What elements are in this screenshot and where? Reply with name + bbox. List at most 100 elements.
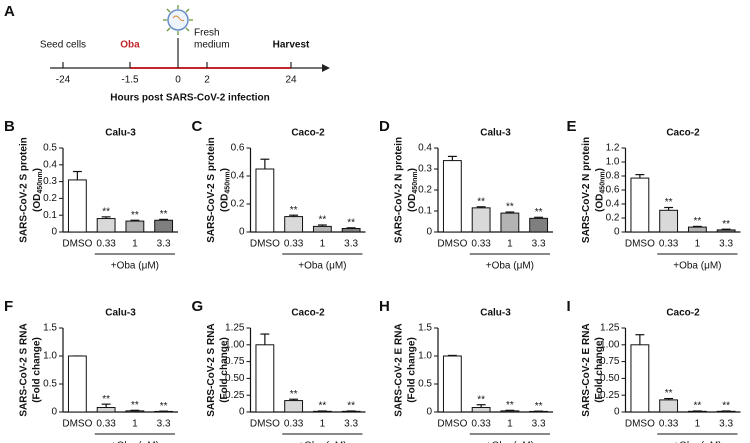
significance-label: ** [693,401,701,412]
panel-label: D [379,118,390,135]
x-tick-label: 3.3 [344,419,358,430]
time-label: 0 [175,75,181,86]
chart-title: Calu-3 [105,128,136,139]
y-axis-unit-part: ) [594,168,605,171]
bar [716,410,736,413]
y-tick-label: 0.6 [606,185,620,196]
bar [687,226,707,233]
significance-label: ** [290,205,298,216]
group-label: +Oba (μM) [673,441,721,443]
time-label: 24 [285,75,297,86]
y-tick-label: 0.4 [231,171,245,182]
event-label: Fresh [194,28,220,39]
panel-label: C [192,118,203,135]
bar [471,207,491,233]
significance-label: ** [665,197,673,208]
y-axis-label: SARS-CoV-2 S protein [19,137,30,243]
timeline-xlabel: Hours post SARS-CoV-2 infection [110,93,269,104]
x-tick-label: DMSO [250,419,280,430]
bar [341,228,361,233]
panel-label: A [4,3,15,20]
significance-label: ** [722,401,730,412]
event-label: medium [194,40,230,51]
x-tick-label: 3.3 [719,239,733,250]
x-tick-label: 0.33 [471,239,491,250]
y-axis-unit: (OD450nm) [594,168,606,212]
significance-label: ** [535,401,543,412]
y-tick-label: 0 [51,407,57,418]
significance-label: ** [318,401,326,412]
y-tick-label: 1.00 [225,339,245,350]
y-tick-label: 0 [614,227,620,238]
y-axis-unit-part: 450nm [412,171,419,193]
y-axis-unit: (Fold change) [32,337,43,403]
bar-chart: C Caco-2 SARS-CoV-2 S protein (OD450nm) 0 0.2… [192,118,366,272]
y-tick-label: 0.2 [43,193,57,204]
y-tick-label: 0.75 [225,356,245,367]
bar [442,355,462,413]
time-label: -24 [56,75,71,86]
x-tick-label: 1 [695,419,701,430]
significance-label: ** [347,217,355,228]
chart-title: Calu-3 [105,308,136,319]
chart-title: Caco-2 [666,128,700,139]
bar-chart: D Calu-3 SARS-CoV-2 N protein (OD450nm) 0 0.1… [379,118,553,272]
y-tick-label: 0.1 [43,210,57,221]
significance-label: ** [102,394,110,405]
y-tick-label: 1.5 [418,323,432,334]
x-tick-label: 3.3 [157,419,171,430]
bar [284,216,304,233]
panel-label: E [567,118,577,135]
y-tick-label: 0.4 [418,143,432,154]
bar [659,399,679,413]
significance-label: ** [131,400,139,411]
bar-chart: H Calu-3 SARS-CoV-2 E RNA (Fold change) 0 0.5… [379,298,553,443]
panel-label: B [4,118,15,135]
x-tick-label: 3.3 [157,239,171,250]
y-axis-label: SARS-CoV-2 S RNA [206,323,217,416]
chart-title: Caco-2 [666,308,700,319]
y-tick-label: 0.5 [418,379,432,390]
x-tick-label: 3.3 [532,239,546,250]
x-tick-label: DMSO [62,239,92,250]
y-axis-unit-part: 450nm [599,171,606,193]
group-label: +Oba (μM) [111,441,159,443]
bar [630,177,650,233]
y-axis-unit-part: 450nm [37,171,44,193]
y-axis-label: SARS-CoV-2 N protein [581,137,592,243]
bar [96,218,116,233]
significance-label: ** [693,216,701,227]
x-tick-label: 3.3 [532,419,546,430]
bar [341,410,361,413]
x-tick-label: 1 [507,419,513,430]
bar [154,410,174,413]
chart-title: Caco-2 [291,128,325,139]
bar-chart: F Calu-3 SARS-CoV-2 S RNA (Fold change) 0 0.5… [4,298,178,443]
y-tick-label: 0.75 [600,356,620,367]
y-axis-unit-part: ) [407,168,418,171]
bar [500,212,520,233]
y-axis-unit: (OD450nm) [32,168,44,212]
y-tick-label: 0.3 [43,176,57,187]
significance-label: ** [318,215,326,226]
event-label: Oba [120,40,140,51]
group-label: +Oba (μM) [298,441,346,443]
significance-label: ** [102,207,110,218]
y-axis-unit-part: (OD [32,194,43,212]
bar-chart: G Caco-2 SARS-CoV-2 S RNA (Fold change) 0 0.2… [192,298,366,443]
significance-label: ** [665,388,673,399]
y-tick-label: 0.6 [231,143,245,154]
y-axis-label: SARS-CoV-2 E RNA [394,323,405,416]
x-tick-label: DMSO [625,239,655,250]
x-tick-label: 1 [507,239,513,250]
y-tick-label: 1.2 [606,143,620,154]
bar [67,355,87,413]
x-tick-label: 0.33 [659,239,679,250]
bar [255,168,275,233]
y-tick-label: 0.50 [225,373,245,384]
bar [529,410,549,413]
bar [529,217,549,233]
bar-chart: B Calu-3 SARS-CoV-2 S protein (OD450nm) 0 0.1… [4,118,178,272]
significance-label: ** [506,202,514,213]
panel-label: H [379,298,390,315]
